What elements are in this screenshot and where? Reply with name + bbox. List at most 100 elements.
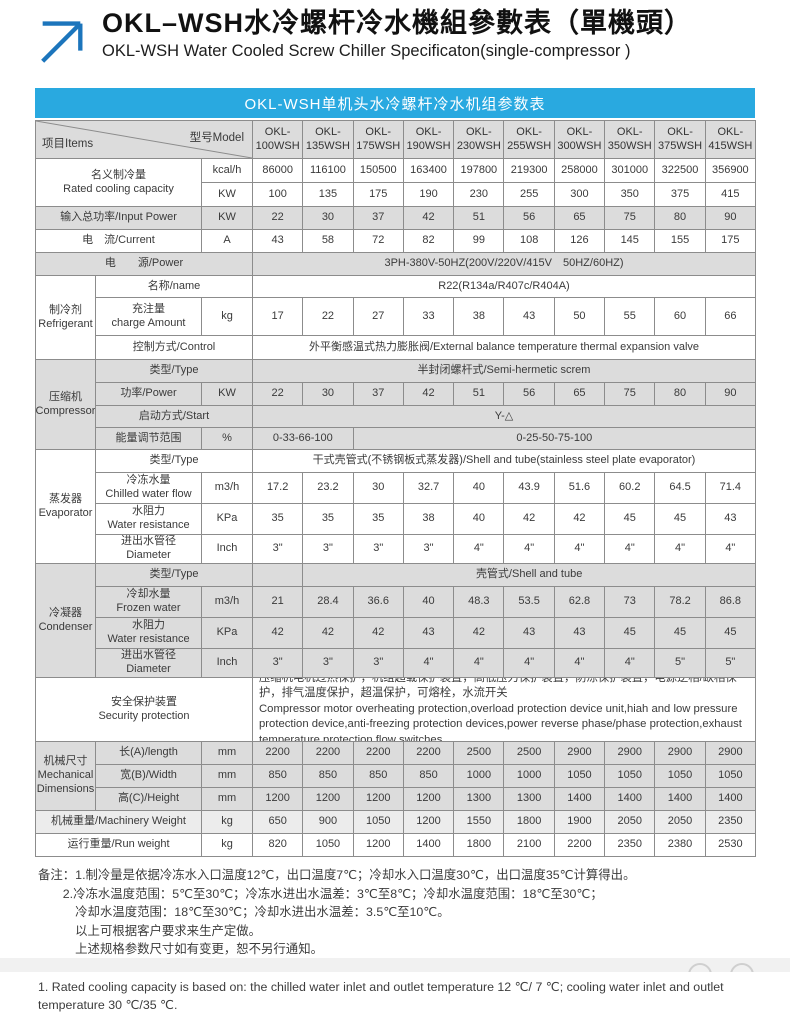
value-cell: 1200 — [403, 788, 455, 811]
note-line: 1. Rated cooling capacity is based on: t… — [38, 979, 728, 1013]
value-cell: 23.2 — [303, 473, 354, 504]
table-title-text: OKL-WSH单机头水冷螺杆冷水机组参数表 — [244, 95, 546, 113]
value-cell: 1200 — [353, 788, 404, 811]
value-cell: 1550 — [454, 811, 505, 834]
value-cell: 4" — [454, 535, 505, 564]
value-cell: 116100 — [303, 159, 354, 183]
span-value: 壳管式/Shell and tube — [303, 564, 756, 587]
value-cell: 30 — [353, 473, 404, 504]
value-cell: 900 — [303, 811, 354, 834]
value-cell: 45 — [605, 504, 656, 535]
value-cell: 2050 — [655, 811, 706, 834]
note-line: 备注：1.制冷量是依据冷冻水入口温度12℃，出口温度7℃；冷却水入口温度30℃，… — [38, 868, 636, 882]
value-cell: 150500 — [353, 159, 404, 183]
value-cell: 43 — [554, 618, 606, 649]
value-cell: 86.8 — [705, 587, 756, 618]
value-cell: 2900 — [554, 742, 606, 765]
unit-cell: KW — [202, 383, 253, 406]
value-cell: 1800 — [504, 811, 555, 834]
unit-cell: m3/h — [202, 587, 253, 618]
row-label: 控制方式/Control — [96, 336, 253, 360]
value-cell: 60 — [655, 298, 706, 336]
value-cell: 2200 — [554, 834, 606, 857]
value-cell: 375 — [655, 183, 706, 207]
value-cell: 4" — [605, 649, 656, 678]
value-cell: 32.7 — [403, 473, 455, 504]
value-cell: 22 — [253, 383, 304, 406]
value-cell: 27 — [353, 298, 404, 336]
value-cell: 1900 — [554, 811, 606, 834]
value-cell: 350 — [605, 183, 656, 207]
corner-header-cell: 项目Items 型号Model — [36, 121, 253, 159]
value-cell: 415 — [705, 183, 756, 207]
row-label: 名称/name — [96, 276, 253, 298]
footer-circle-icon — [688, 963, 712, 972]
footer-circle-icon — [730, 963, 754, 972]
value-cell: 1200 — [303, 788, 354, 811]
row-label: 长(A)/length — [96, 742, 202, 765]
row-label: 水阻力 Water resistance — [96, 504, 202, 535]
footer-band — [0, 958, 790, 972]
value-cell: 43 — [705, 504, 756, 535]
value-cell: 650 — [253, 811, 304, 834]
row-label: 类型/Type — [96, 360, 253, 383]
model-header: OKL- 350WSH — [605, 121, 656, 159]
section-label: 机械尺寸 Mechanical Dimensions — [36, 742, 96, 811]
value-cell: 4" — [504, 649, 555, 678]
row-label: 冷冻水量 Chilled water flow — [96, 473, 202, 504]
value-cell: 1400 — [605, 788, 656, 811]
value-cell: 45 — [705, 618, 756, 649]
row-label: 功率/Power — [96, 383, 202, 406]
value-cell: 4" — [403, 649, 455, 678]
value-cell: 2200 — [403, 742, 455, 765]
model-header: OKL- 375WSH — [655, 121, 706, 159]
span-value: 外平衡感温式热力膨胀阀/External balance temperature… — [253, 336, 756, 360]
value-cell: 42 — [554, 504, 606, 535]
value-cell: 1200 — [253, 788, 304, 811]
value-cell: 80 — [655, 207, 706, 230]
model-header: OKL- 190WSH — [403, 121, 455, 159]
unit-cell: kcal/h — [202, 159, 253, 183]
value-cell: 4" — [454, 649, 505, 678]
value-cell: 30 — [303, 383, 354, 406]
value-cell: 2380 — [655, 834, 706, 857]
row-label: 类型/Type — [96, 564, 253, 587]
model-label: 型号Model — [189, 132, 244, 144]
arrow-logo-icon — [41, 21, 83, 63]
value-cell: 1400 — [705, 788, 756, 811]
row-label: 进出水管径 Diameter — [96, 535, 202, 564]
value-cell: 850 — [303, 765, 354, 788]
value-cell: 850 — [353, 765, 404, 788]
value-cell: 175 — [353, 183, 404, 207]
unit-cell: kg — [202, 298, 253, 336]
value-cell: 60.2 — [605, 473, 656, 504]
value-cell: 90 — [705, 383, 756, 406]
value-cell: 219300 — [504, 159, 555, 183]
value-cell: 45 — [655, 618, 706, 649]
value-cell: 100 — [253, 183, 304, 207]
value-cell: 1050 — [605, 765, 656, 788]
value-cell: 3" — [253, 649, 304, 678]
page-title: OKL–WSH水冷螺杆冷水機組參數表（單機頭） — [102, 8, 692, 38]
unit-cell: m3/h — [202, 473, 253, 504]
note-line: 以上可根据客户要求来生产定做。 — [38, 923, 262, 938]
row-label: 输入总功率/Input Power — [36, 207, 202, 230]
value-cell: 2500 — [454, 742, 505, 765]
value-cell: 42 — [403, 383, 455, 406]
value-cell: 258000 — [554, 159, 606, 183]
unit-cell: A — [202, 230, 253, 253]
value-cell: 43.9 — [504, 473, 555, 504]
value-cell: 50 — [554, 298, 606, 336]
row-label: 充注量 charge Amount — [96, 298, 202, 336]
section-label: 压缩机 Compressor — [36, 360, 96, 450]
section-label: 制冷剂 Refrigerant — [36, 276, 96, 360]
value-cell: 1000 — [454, 765, 505, 788]
value-cell: 30 — [303, 207, 354, 230]
row-label: 电 源/Power — [36, 253, 253, 276]
value-cell: 78.2 — [655, 587, 706, 618]
row-label: 电 流/Current — [36, 230, 202, 253]
row-label: 能量调节范围 — [96, 428, 202, 450]
value-cell: 3" — [253, 535, 304, 564]
value-cell: 2200 — [303, 742, 354, 765]
value-cell: 2900 — [655, 742, 706, 765]
